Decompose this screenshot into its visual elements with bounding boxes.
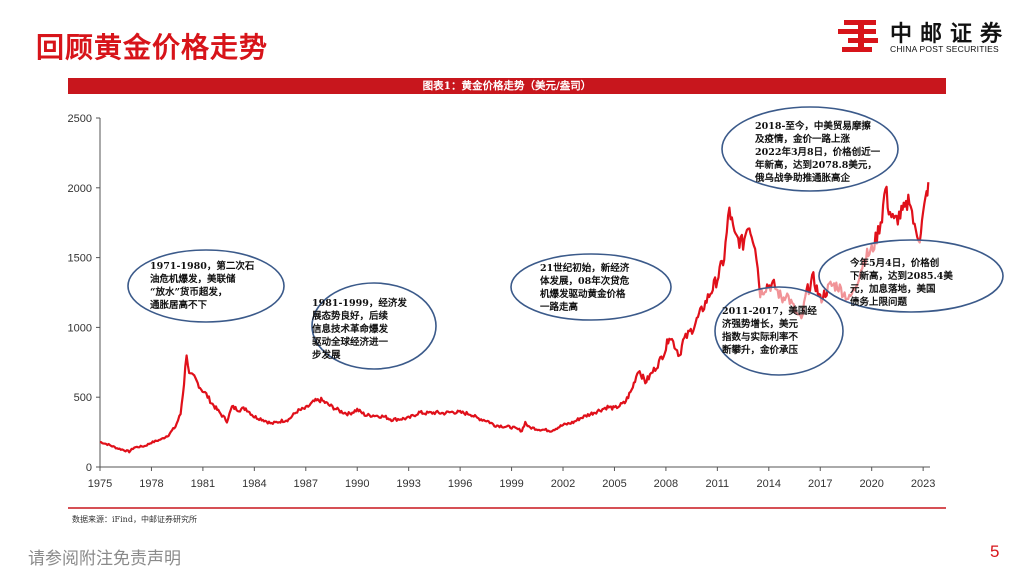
annotation-line: 债务上限问题 bbox=[850, 297, 908, 308]
y-tick-label: 500 bbox=[74, 392, 92, 404]
x-tick-label: 1978 bbox=[139, 478, 163, 490]
annotation-line: 1971-1980，第二次石 bbox=[150, 261, 255, 272]
x-tick-label: 2005 bbox=[602, 478, 626, 490]
annotation-ellipse bbox=[127, 249, 285, 323]
annotation-line: 驱动全球经济进一 bbox=[312, 337, 389, 348]
y-tick-label: 2500 bbox=[68, 113, 92, 125]
page-number: 5 bbox=[990, 542, 1000, 561]
annotation-line: 年新高，达到2078.8美元， bbox=[755, 160, 877, 171]
annotation-text: 2018-至今，中美贸易摩擦 及疫情，金价一路上涨 2022年3月8日，价格创近一年… bbox=[755, 120, 880, 185]
annotation-ellipses bbox=[127, 106, 1004, 376]
annotation-text: 2011-2017，美国经 济强势增长，美元 指数与实际利率不 断攀升，金价承压 bbox=[722, 305, 817, 357]
x-tick-label: 1987 bbox=[294, 478, 318, 490]
x-tick-label: 1993 bbox=[396, 478, 420, 490]
annotation-line: 2011-2017，美国经 bbox=[722, 306, 817, 317]
annotation-line: 2022年3月8日，价格创近一 bbox=[755, 147, 881, 158]
annotation-line: 一路走高 bbox=[540, 302, 579, 313]
chart-axes: 0 500 1000 1500 2000 2500 1975 1978 1981 1984 1987… bbox=[68, 113, 936, 490]
annotation-ellipse bbox=[311, 282, 437, 370]
annotation-line: 步发展 bbox=[312, 350, 341, 361]
x-tick-label: 1984 bbox=[242, 478, 266, 490]
annotation-line: 油危机爆发，美联储 bbox=[150, 274, 236, 285]
y-tick-label: 1000 bbox=[68, 322, 92, 334]
annotation-line: 指数与实际利率不 bbox=[722, 332, 799, 343]
annotation-ellipse bbox=[818, 239, 1004, 313]
x-tick-label: 2008 bbox=[654, 478, 678, 490]
annotation-ellipse bbox=[510, 253, 672, 321]
annotation-line: 机爆发驱动黄金价格 bbox=[540, 289, 626, 300]
x-tick-label: 1996 bbox=[448, 478, 472, 490]
annotation-line: 断攀升，金价承压 bbox=[722, 345, 799, 356]
x-tick-label: 2011 bbox=[706, 478, 730, 490]
annotation-line: 济强势增长，美元 bbox=[722, 319, 799, 330]
y-tick-label: 2000 bbox=[68, 183, 92, 195]
annotation-ellipse bbox=[721, 106, 899, 192]
x-tick-label: 2020 bbox=[859, 478, 883, 490]
annotation-line: 今年5月4日，价格创 bbox=[850, 258, 940, 269]
x-tick-label: 1990 bbox=[345, 478, 369, 490]
annotation-line: 及疫情，金价一路上涨 bbox=[755, 134, 851, 145]
page-title: 回顾黄金价格走势 bbox=[36, 31, 269, 64]
annotation-text: 今年5月4日，价格创下新高，达到2085.4美 元，加息落地，美国 债务上限问题 bbox=[850, 257, 953, 309]
x-tick-label: 1999 bbox=[499, 478, 523, 490]
annotation-line: 展态势良好，后续 bbox=[312, 311, 389, 322]
china-post-logo-icon bbox=[838, 20, 878, 52]
x-tick-label: 2014 bbox=[757, 478, 781, 490]
disclaimer-link[interactable]: 请参阅附注免责声明 bbox=[28, 549, 181, 569]
y-tick-label: 1500 bbox=[68, 253, 92, 265]
annotation-line: “放水”货币超发， bbox=[150, 287, 228, 298]
logo-english-text: CHINA POST SECURITIES bbox=[890, 44, 999, 54]
chart-title: 图表1：黄金价格走势（美元/盎司） bbox=[68, 78, 946, 94]
company-logo: 中邮证券 CHINA POST SECURITIES bbox=[838, 16, 1018, 56]
annotation-line: 2018-至今，中美贸易摩擦 bbox=[755, 121, 871, 132]
x-tick-label: 1981 bbox=[191, 478, 215, 490]
annotation-line: 信息技术革命爆发 bbox=[312, 324, 389, 335]
x-tick-label: 2023 bbox=[911, 478, 935, 490]
annotation-line: 体发展，08年次贷危 bbox=[540, 276, 630, 287]
annotation-line: 通胀居高不下 bbox=[150, 300, 208, 311]
annotation-line: 下新高，达到2085.4美 bbox=[850, 271, 953, 282]
annotation-line: 21世纪初始，新经济 bbox=[540, 263, 630, 274]
annotation-line: 1981-1999，经济发 bbox=[312, 298, 407, 309]
annotation-line: 元，加息落地，美国 bbox=[850, 284, 936, 295]
logo-chinese-text: 中邮证券 bbox=[890, 22, 1011, 47]
annotation-text: 1981-1999，经济发 展态势良好，后续 信息技术革命爆发 驱动全球经济进一 步发展 bbox=[312, 297, 407, 362]
annotation-ellipse bbox=[714, 286, 844, 376]
annotation-text: 1971-1980，第二次石 油危机爆发，美联储 “放水”货币超发， 通胀居高不下 bbox=[150, 260, 254, 312]
x-tick-label: 2002 bbox=[551, 478, 575, 490]
annotation-line: 俄乌战争助推通胀高企 bbox=[755, 173, 851, 184]
x-tick-label: 2017 bbox=[808, 478, 832, 490]
y-tick-label: 0 bbox=[86, 462, 92, 474]
data-source: 数据来源：iFind，中邮证券研究所 bbox=[72, 515, 197, 524]
x-tick-label: 1975 bbox=[88, 478, 112, 490]
annotation-text: 21世纪初始，新经济 体发展，08年次贷危 机爆发驱动黄金价格 一路走高 bbox=[540, 262, 629, 314]
